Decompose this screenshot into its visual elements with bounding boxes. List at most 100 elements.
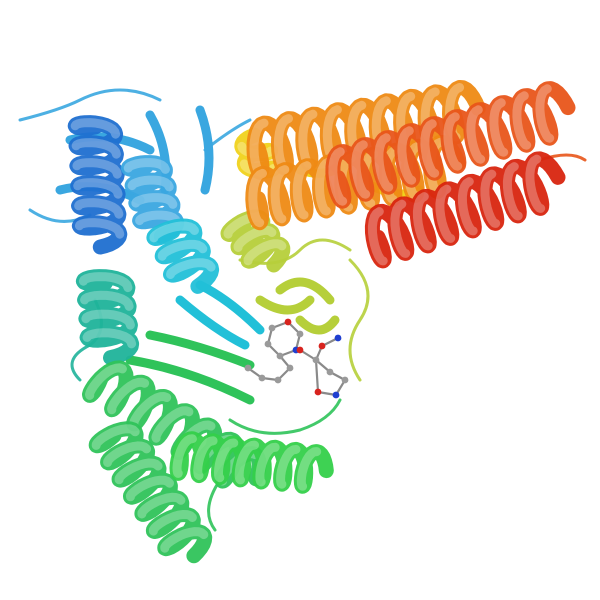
helix-teal xyxy=(75,269,140,366)
helix-green-lower-highlight xyxy=(103,441,152,467)
ligand-atom xyxy=(326,368,334,376)
helix-green-lower-highlight xyxy=(160,527,209,553)
ligand-atom xyxy=(341,376,349,384)
helix-red-highlight xyxy=(390,199,411,258)
helix-green-lower-highlight xyxy=(148,510,197,536)
ligand-atom xyxy=(314,388,322,396)
ligand-atom xyxy=(332,391,340,399)
helix-orange-2-highlight xyxy=(292,161,312,220)
loop-top-left xyxy=(18,88,162,122)
helix-green-bottom-highlight xyxy=(193,436,218,481)
helix-orangered-highlight xyxy=(466,105,486,164)
helix-green-bottom xyxy=(169,431,334,494)
helix-orangered-highlight xyxy=(489,98,509,157)
helix-olive-highlight xyxy=(233,225,277,252)
helix-green-bottom-highlight xyxy=(276,444,301,489)
loop-green-mid xyxy=(228,398,342,435)
strand-olive-3 xyxy=(295,315,340,335)
ligand-atom xyxy=(296,330,304,338)
ligand-atom xyxy=(284,318,292,326)
helix-orangered-highlight xyxy=(374,133,394,192)
ligand-atom xyxy=(296,346,304,354)
helix-blue-b-highlight xyxy=(131,193,178,209)
helix-teal-highlight xyxy=(81,309,135,330)
helix-blue-a xyxy=(67,115,128,255)
helix-orangered-highlight xyxy=(351,140,371,199)
ligand-atom xyxy=(274,376,282,384)
loop-olive-right xyxy=(348,258,370,382)
helix-green-lower xyxy=(88,421,213,564)
helix-blue-b-highlight xyxy=(127,175,174,192)
helix-cyan-highlight xyxy=(157,239,208,261)
helix-red-highlight xyxy=(412,192,433,251)
helix-blue-a-highlight xyxy=(71,138,121,159)
helix-blue-b-highlight xyxy=(123,158,170,174)
helix-green-lower-highlight xyxy=(114,458,163,485)
helix-orange-1 xyxy=(246,80,486,180)
helix-orange-2-highlight xyxy=(270,165,290,224)
helix-cyan xyxy=(146,218,220,294)
helix-green-long-highlight xyxy=(85,363,127,400)
helix-red-highlight xyxy=(367,207,388,266)
ligand-bond xyxy=(314,359,320,393)
helix-blue-b-highlight xyxy=(135,210,182,227)
helix-red-highlight xyxy=(525,154,546,213)
helix-green-lower-highlight xyxy=(91,424,140,450)
helix-orangered-highlight xyxy=(420,119,440,178)
helix-orangered-highlight xyxy=(443,112,463,171)
helix-orangered-highlight xyxy=(328,147,348,206)
helix-olive-highlight xyxy=(243,239,287,266)
helix-orangered-highlight xyxy=(535,84,555,143)
helix-orangered-highlight xyxy=(512,91,532,150)
helix-green-lower-highlight xyxy=(126,475,174,502)
helix-blue-a-highlight xyxy=(72,158,122,179)
helix-green-bottom-highlight xyxy=(214,438,239,483)
ligand-atom xyxy=(244,364,252,372)
ligand-atom xyxy=(318,342,326,350)
loop-bottom xyxy=(207,478,222,532)
strand-green-1 xyxy=(125,355,255,405)
strand-olive-1 xyxy=(255,295,315,315)
helix-green-bottom-highlight xyxy=(234,440,259,485)
helix-cyan-highlight xyxy=(166,258,216,279)
helix-red-highlight xyxy=(457,177,478,236)
helix-blue-a-highlight xyxy=(74,218,125,239)
strand-green-2 xyxy=(145,330,255,370)
helix-green-bottom-highlight xyxy=(255,442,280,487)
helix-green-lower-highlight xyxy=(137,492,186,519)
helix-orangered xyxy=(325,81,576,209)
helix-orange-2-highlight xyxy=(315,157,334,216)
ligand-atom xyxy=(258,374,266,382)
ligand-atom xyxy=(334,334,342,342)
helix-blue-b xyxy=(120,155,185,244)
strand-blue-4 xyxy=(195,105,214,195)
helix-orangered-highlight xyxy=(397,126,417,185)
helix-green-long-highlight xyxy=(151,406,194,443)
helix-teal-highlight xyxy=(78,272,133,293)
helix-green-long-highlight xyxy=(107,377,150,415)
helix-orange-2-highlight xyxy=(248,168,267,228)
helix-green-bottom-highlight xyxy=(296,447,322,491)
helix-red-highlight xyxy=(502,162,523,221)
helix-teal-highlight xyxy=(82,328,137,349)
strand-cyan-2 xyxy=(175,295,250,350)
helix-teal-highlight xyxy=(80,290,134,311)
helix-blue-a-highlight xyxy=(73,178,123,199)
helix-blue-a-highlight xyxy=(74,198,124,219)
helix-green-long-highlight xyxy=(129,392,172,429)
ligand-atom xyxy=(268,324,276,332)
helix-red-highlight xyxy=(435,184,456,243)
helix-blue-a-highlight xyxy=(70,118,121,139)
strand-olive-2 xyxy=(275,277,335,305)
helix-red-highlight xyxy=(480,169,501,228)
helix-cyan-highlight xyxy=(149,221,199,243)
helix-red xyxy=(364,151,566,269)
ligand-atom xyxy=(312,356,320,364)
ligand-atom xyxy=(276,352,284,360)
ligand-atom xyxy=(286,364,294,372)
helix-olive xyxy=(220,209,291,273)
helix-green-bottom-highlight xyxy=(172,434,197,478)
ligand-atom xyxy=(264,340,272,348)
